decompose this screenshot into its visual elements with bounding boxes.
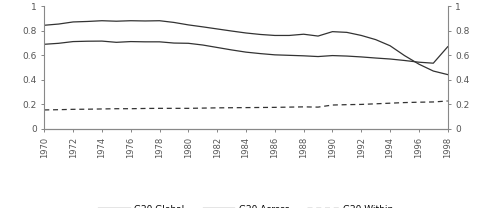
G20 Within — [229, 106, 235, 109]
Line: G20 Across: G20 Across — [44, 41, 448, 63]
G20 Within — [330, 104, 336, 106]
G20 Global — [200, 26, 206, 28]
G20 Global — [185, 24, 191, 26]
G20 Global — [142, 20, 148, 22]
G20 Global — [156, 20, 162, 22]
G20 Across — [142, 41, 148, 43]
G20 Global — [445, 73, 451, 76]
G20 Global — [85, 20, 91, 23]
G20 Within — [373, 103, 379, 105]
G20 Across — [214, 46, 220, 49]
G20 Within — [85, 108, 91, 110]
G20 Within — [445, 100, 451, 102]
G20 Across — [257, 52, 263, 55]
G20 Across — [229, 49, 235, 51]
G20 Across — [156, 41, 162, 43]
G20 Global — [358, 34, 364, 37]
G20 Within — [156, 107, 162, 110]
G20 Across — [330, 54, 336, 57]
G20 Within — [214, 107, 220, 109]
G20 Across — [171, 42, 177, 44]
G20 Across — [272, 54, 278, 56]
G20 Global — [401, 54, 407, 57]
G20 Within — [113, 108, 119, 110]
G20 Within — [70, 108, 76, 111]
G20 Global — [243, 32, 249, 34]
G20 Global — [70, 21, 76, 23]
G20 Across — [445, 46, 451, 48]
G20 Global — [113, 20, 119, 22]
G20 Within — [142, 107, 148, 110]
G20 Global — [315, 35, 321, 37]
G20 Across — [286, 54, 292, 57]
Line: G20 Global: G20 Global — [44, 21, 448, 75]
G20 Across — [430, 62, 436, 64]
G20 Across — [243, 51, 249, 53]
G20 Global — [430, 70, 436, 72]
G20 Across — [358, 56, 364, 58]
G20 Across — [128, 40, 134, 43]
G20 Within — [387, 102, 393, 104]
G20 Across — [387, 58, 393, 60]
G20 Within — [430, 101, 436, 103]
G20 Global — [387, 45, 393, 47]
G20 Within — [257, 106, 263, 109]
G20 Across — [416, 61, 422, 63]
G20 Global — [344, 31, 350, 34]
G20 Across — [344, 55, 350, 57]
G20 Global — [416, 63, 422, 65]
G20 Global — [301, 33, 307, 36]
G20 Global — [56, 23, 62, 25]
G20 Within — [272, 106, 278, 109]
G20 Within — [315, 106, 321, 108]
G20 Across — [401, 59, 407, 62]
G20 Across — [373, 57, 379, 59]
G20 Within — [401, 101, 407, 104]
G20 Within — [286, 106, 292, 108]
G20 Global — [214, 28, 220, 30]
G20 Across — [301, 54, 307, 57]
G20 Within — [185, 107, 191, 110]
G20 Across — [56, 42, 62, 45]
G20 Across — [85, 40, 91, 42]
G20 Within — [344, 103, 350, 106]
G20 Global — [41, 24, 47, 26]
G20 Across — [99, 40, 105, 42]
G20 Global — [128, 20, 134, 22]
G20 Global — [272, 34, 278, 37]
G20 Within — [243, 106, 249, 109]
G20 Global — [330, 30, 336, 33]
G20 Within — [416, 101, 422, 103]
Legend: G20 Global, G20 Across, G20 Within: G20 Global, G20 Across, G20 Within — [94, 201, 398, 208]
G20 Within — [301, 106, 307, 108]
G20 Across — [70, 40, 76, 43]
G20 Global — [171, 21, 177, 24]
G20 Across — [113, 41, 119, 43]
G20 Across — [41, 43, 47, 46]
G20 Within — [171, 107, 177, 110]
G20 Global — [373, 38, 379, 41]
G20 Global — [99, 20, 105, 22]
G20 Within — [200, 107, 206, 109]
G20 Across — [200, 44, 206, 46]
G20 Global — [229, 30, 235, 32]
G20 Within — [128, 108, 134, 110]
G20 Global — [257, 33, 263, 36]
G20 Within — [358, 103, 364, 106]
G20 Across — [315, 55, 321, 58]
G20 Within — [41, 109, 47, 111]
G20 Global — [286, 34, 292, 37]
G20 Within — [56, 108, 62, 111]
G20 Within — [99, 108, 105, 110]
G20 Across — [185, 42, 191, 45]
Line: G20 Within: G20 Within — [44, 101, 448, 110]
